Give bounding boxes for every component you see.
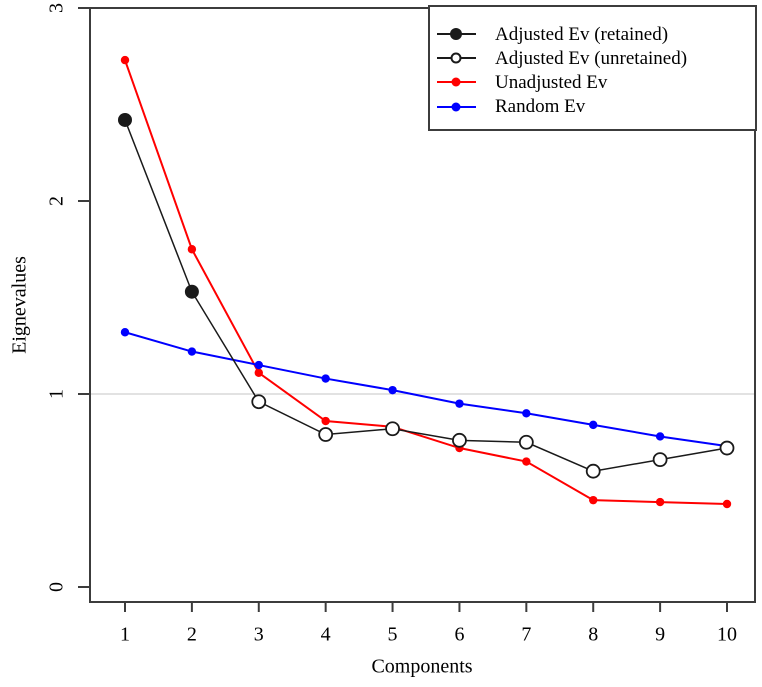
legend-swatch bbox=[437, 70, 495, 94]
data-point-open bbox=[251, 394, 267, 410]
data-point bbox=[187, 245, 197, 254]
legend: Adjusted Ev (retained) Adjusted Ev (unre… bbox=[428, 5, 757, 131]
legend-item-label: Unadjusted Ev bbox=[495, 71, 608, 93]
data-point-open bbox=[518, 434, 534, 450]
data-point bbox=[522, 457, 531, 466]
legend-item-label: Random Ev bbox=[495, 96, 586, 118]
legend-swatch bbox=[437, 22, 495, 46]
x-axis-title: Components bbox=[371, 655, 473, 678]
y-axis-title: Eignevalues bbox=[8, 256, 31, 354]
x-tick-label: 1 bbox=[120, 624, 130, 646]
legend-item: Adjusted Ev (unretained) bbox=[437, 46, 755, 70]
data-point-open bbox=[585, 463, 601, 479]
data-point bbox=[589, 420, 598, 430]
x-tick-label: 5 bbox=[388, 624, 398, 646]
data-point bbox=[187, 347, 197, 356]
data-point bbox=[455, 399, 464, 408]
series-line bbox=[124, 331, 728, 448]
x-tick-label: 7 bbox=[521, 624, 531, 646]
series-line bbox=[124, 119, 728, 472]
data-point bbox=[184, 284, 199, 299]
series-adjusted-ev bbox=[118, 112, 735, 479]
x-tick-label: 6 bbox=[454, 624, 464, 646]
legend-item: Random Ev bbox=[437, 95, 755, 119]
data-point bbox=[655, 432, 665, 441]
data-point-open bbox=[385, 421, 400, 437]
data-point-open bbox=[452, 432, 467, 448]
x-tick-label: 3 bbox=[254, 624, 264, 646]
data-point bbox=[321, 416, 330, 426]
open-circle-icon bbox=[450, 52, 462, 64]
legend-swatch bbox=[437, 46, 495, 70]
series-random-ev bbox=[120, 328, 732, 451]
data-point bbox=[522, 409, 531, 418]
plot-box bbox=[89, 7, 756, 603]
data-point bbox=[254, 368, 263, 377]
data-point bbox=[722, 499, 732, 509]
data-point bbox=[589, 495, 598, 505]
legend-item: Unadjusted Ev bbox=[437, 70, 755, 94]
data-point bbox=[321, 374, 330, 383]
data-point-open bbox=[318, 427, 334, 442]
y-tick-label: 1 bbox=[46, 389, 68, 399]
y-tick-label: 0 bbox=[46, 582, 68, 592]
data-point-open bbox=[719, 440, 735, 456]
x-tick-label: 10 bbox=[717, 624, 737, 646]
data-point bbox=[120, 55, 130, 65]
filled-circle-icon bbox=[450, 28, 462, 41]
filled-circle-icon bbox=[451, 102, 461, 112]
legend-swatch bbox=[437, 95, 495, 119]
legend-item-label: Adjusted Ev (unretained) bbox=[495, 47, 688, 69]
data-point bbox=[388, 385, 397, 395]
data-point-open bbox=[652, 452, 668, 468]
y-axis: 0 1 2 3 bbox=[46, 3, 90, 592]
x-tick-label: 2 bbox=[187, 624, 197, 646]
y-tick-label: 3 bbox=[46, 3, 68, 13]
legend-item: Adjusted Ev (retained) bbox=[437, 22, 755, 46]
data-point bbox=[118, 112, 132, 127]
data-point bbox=[655, 497, 665, 507]
x-tick-label: 8 bbox=[588, 624, 598, 646]
data-point bbox=[120, 328, 130, 337]
x-axis: 1 2 3 4 5 6 7 8 9 10 bbox=[120, 602, 737, 646]
filled-circle-icon bbox=[451, 77, 461, 87]
legend-item-label: Adjusted Ev (retained) bbox=[495, 23, 669, 45]
x-tick-label: 9 bbox=[655, 624, 665, 646]
data-point bbox=[254, 360, 263, 370]
x-tick-label: 4 bbox=[321, 624, 331, 646]
y-tick-label: 2 bbox=[46, 196, 68, 206]
series-line bbox=[124, 59, 728, 506]
